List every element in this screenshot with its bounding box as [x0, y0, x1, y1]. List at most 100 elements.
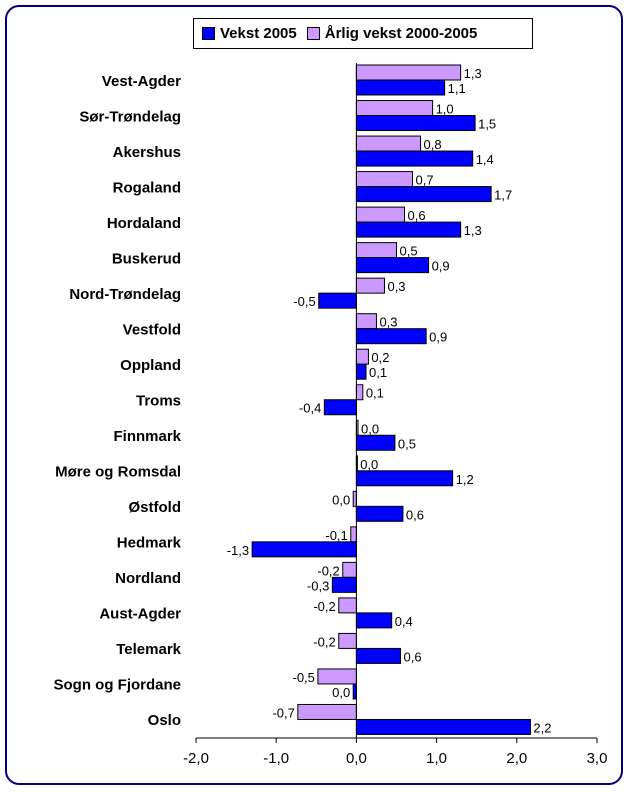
- data-label-vekst-vest-agder: 1,1: [448, 81, 466, 96]
- x-tick-label: 2,0: [506, 750, 527, 767]
- bar-arlig-nord-trondelag: [355, 277, 385, 294]
- bar-arlig-vestfold: [355, 313, 377, 330]
- legend-label-vekst-2005: Vekst 2005: [220, 25, 297, 42]
- bar-arlig-vest-agder: [355, 64, 462, 81]
- data-label-vekst-rogaland: 1,7: [494, 188, 512, 203]
- category-label-vest-agder: Vest-Agder: [102, 73, 181, 90]
- bar-vekst-hedmark: [251, 541, 357, 558]
- data-label-arlig-rogaland: 0,7: [416, 173, 434, 188]
- category-label-vestfold: Vestfold: [123, 321, 181, 338]
- data-label-arlig-troms: 0,1: [366, 386, 384, 401]
- data-label-vekst-finnmark: 0,5: [398, 436, 416, 451]
- bar-vekst-rogaland: [355, 186, 492, 203]
- category-label-akershus: Akershus: [113, 144, 181, 161]
- data-label-vekst-nordland: -0,3: [307, 578, 329, 593]
- x-tick-label: 3,0: [587, 750, 608, 767]
- bar-arlig-hedmark: [350, 526, 357, 543]
- x-tick-label: 0,0: [346, 750, 367, 767]
- data-label-arlig-akershus: 0,8: [424, 137, 442, 152]
- bar-arlig-aust-agder: [338, 597, 357, 614]
- legend: Vekst 2005 Årlig vekst 2000-2005: [193, 18, 533, 49]
- data-label-arlig-nord-trondelag: 0,3: [387, 279, 405, 294]
- bar-arlig-akershus: [355, 135, 422, 152]
- category-label-aust-agder: Aust-Agder: [99, 606, 181, 623]
- data-label-arlig-finnmark: 0,0: [361, 421, 379, 436]
- data-label-arlig-ostfold: 0,0: [332, 492, 350, 507]
- data-label-vekst-vestfold: 0,9: [429, 330, 447, 345]
- category-label-sogn-og-fjordane: Sogn og Fjordane: [54, 677, 182, 694]
- data-label-vekst-hedmark: -1,3: [227, 543, 249, 558]
- category-label-buskerud: Buskerud: [112, 250, 181, 267]
- data-label-vekst-ostfold: 0,6: [406, 507, 424, 522]
- category-label-oppland: Oppland: [120, 357, 181, 374]
- category-label-rogaland: Rogaland: [113, 179, 181, 196]
- bar-vekst-ostfold: [355, 505, 404, 522]
- bar-arlig-hordaland: [355, 206, 406, 223]
- data-label-arlig-oppland: 0,2: [371, 350, 389, 365]
- data-label-vekst-nord-trondelag: -0,5: [293, 294, 315, 309]
- x-tick-label: -1,0: [263, 750, 289, 767]
- data-label-vekst-oppland: 0,1: [369, 365, 387, 380]
- data-label-arlig-vestfold: 0,3: [379, 315, 397, 330]
- bar-arlig-sor-trondelag: [355, 100, 434, 117]
- legend-swatch-vekst-2005: [202, 27, 215, 40]
- category-label-hordaland: Hordaland: [107, 215, 181, 232]
- data-label-vekst-sogn-og-fjordane: 0,0: [332, 685, 350, 700]
- data-label-arlig-aust-agder: -0,2: [313, 599, 335, 614]
- bar-vekst-nord-trondelag: [318, 292, 357, 309]
- bar-arlig-rogaland: [355, 171, 414, 188]
- data-label-arlig-vest-agder: 1,3: [464, 66, 482, 81]
- bar-vekst-nordland: [331, 576, 357, 593]
- bar-arlig-oslo: [297, 703, 357, 720]
- bar-vekst-oppland: [355, 363, 367, 380]
- bar-vekst-more-og-romsdal: [355, 470, 454, 487]
- bar-vekst-sor-trondelag: [355, 115, 476, 132]
- data-label-vekst-akershus: 1,4: [476, 152, 494, 167]
- data-label-arlig-more-og-romsdal: 0,0: [360, 457, 378, 472]
- bar-arlig-troms: [355, 384, 364, 401]
- bar-arlig-oppland: [355, 348, 369, 365]
- data-label-arlig-hedmark: -0,1: [325, 528, 347, 543]
- data-label-vekst-troms: -0,4: [299, 401, 321, 416]
- bar-arlig-nordland: [342, 561, 357, 578]
- bar-vekst-aust-agder: [355, 612, 393, 629]
- x-tick-label: 1,0: [426, 750, 447, 767]
- bar-vekst-akershus: [355, 150, 474, 167]
- category-label-hedmark: Hedmark: [117, 535, 182, 552]
- data-label-vekst-oslo: 2,2: [533, 720, 551, 735]
- bar-vekst-buskerud: [355, 257, 430, 274]
- data-label-arlig-hordaland: 0,6: [408, 208, 426, 223]
- data-label-vekst-sor-trondelag: 1,5: [478, 117, 496, 132]
- category-label-sor-trondelag: Sør-Trøndelag: [79, 108, 181, 125]
- bar-arlig-sogn-og-fjordane: [317, 668, 357, 685]
- data-label-arlig-oslo: -0,7: [272, 705, 294, 720]
- data-label-arlig-sor-trondelag: 1,0: [436, 102, 454, 117]
- data-label-vekst-buskerud: 0,9: [432, 259, 450, 274]
- legend-swatch-arlig-vekst: [306, 27, 320, 40]
- category-label-nord-trondelag: Nord-Trøndelag: [69, 286, 181, 303]
- category-label-finnmark: Finnmark: [113, 428, 181, 445]
- data-label-arlig-nordland: -0,2: [317, 563, 339, 578]
- bar-vekst-telemark: [355, 647, 402, 664]
- category-label-ostfold: Østfold: [129, 499, 182, 516]
- data-label-arlig-sogn-og-fjordane: -0,5: [292, 670, 314, 685]
- legend-item-arlig-vekst: Årlig vekst 2000-2005: [306, 25, 478, 42]
- data-label-arlig-telemark: -0,2: [313, 634, 335, 649]
- category-label-telemark: Telemark: [116, 641, 181, 658]
- bar-arlig-telemark: [338, 632, 357, 649]
- bar-arlig-buskerud: [355, 242, 397, 259]
- data-label-vekst-telemark: 0,6: [404, 649, 422, 664]
- data-label-arlig-buskerud: 0,5: [400, 244, 418, 259]
- legend-label-arlig-vekst: Årlig vekst 2000-2005: [324, 25, 478, 42]
- category-label-nordland: Nordland: [115, 570, 181, 587]
- chart-frame: [5, 5, 623, 785]
- bar-vekst-oslo: [355, 718, 531, 735]
- data-label-vekst-aust-agder: 0,4: [395, 614, 413, 629]
- bar-vekst-finnmark: [355, 434, 396, 451]
- legend-item-vekst-2005: Vekst 2005: [202, 25, 297, 42]
- category-label-oslo: Oslo: [148, 712, 181, 729]
- bar-vekst-troms: [323, 399, 357, 416]
- data-label-vekst-more-og-romsdal: 1,2: [456, 472, 474, 487]
- category-label-troms: Troms: [136, 393, 181, 410]
- category-label-more-og-romsdal: Møre og Romsdal: [55, 464, 181, 481]
